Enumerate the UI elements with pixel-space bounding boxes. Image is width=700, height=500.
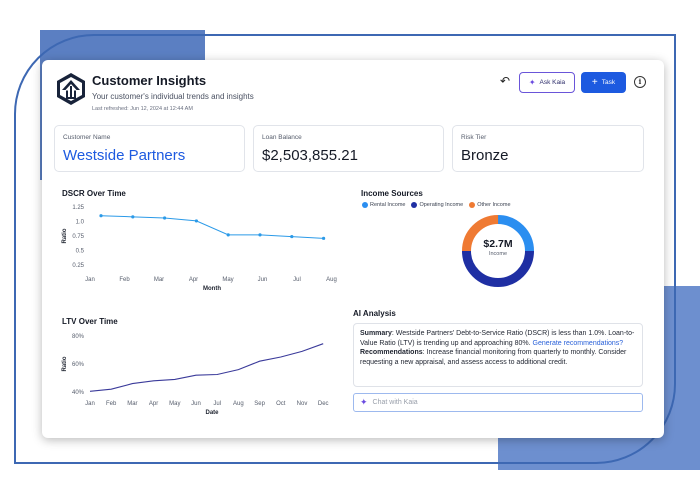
donut-center: $2.7M Income	[462, 238, 534, 257]
x-tick-label: Jun	[258, 277, 268, 283]
x-tick-label: Mar	[127, 401, 137, 407]
legend-item-operating: Operating Income	[411, 202, 463, 208]
recommendations-text: : Increase financial monitoring from qua…	[360, 349, 627, 366]
x-tick-label: Apr	[149, 401, 158, 407]
dscr-data-point	[99, 214, 103, 218]
customer-name-value[interactable]: Westside Partners	[63, 147, 186, 164]
dscr-data-point	[163, 216, 167, 220]
x-axis-label: Date	[205, 410, 219, 416]
income-total: $2.7M	[483, 238, 513, 250]
y-tick-label: 0.5	[76, 249, 85, 255]
x-tick-label: Aug	[233, 401, 244, 407]
y-tick-label: 60%	[72, 362, 85, 368]
legend-dot-operating	[411, 202, 418, 208]
x-tick-label: Sep	[254, 401, 265, 407]
x-tick-label: May	[169, 401, 180, 407]
y-tick-label: 1.25	[72, 205, 84, 211]
chat-placeholder: Chat with Kaia	[372, 399, 418, 406]
page-subtitle: Your customer's individual trends and in…	[92, 92, 254, 101]
customer-insights-card: Customer Insights Your customer's indivi…	[42, 60, 664, 438]
x-tick-label: Feb	[119, 277, 130, 283]
dscr-data-point	[131, 215, 135, 219]
task-label: Task	[601, 79, 616, 86]
risk-tier-card: Risk Tier Bronze	[452, 125, 644, 172]
x-tick-label: Jun	[191, 401, 201, 407]
y-tick-label: 1.0	[76, 220, 85, 226]
dscr-data-point	[322, 236, 326, 240]
dscr-series-line	[100, 215, 324, 239]
x-tick-label: Jan	[85, 277, 95, 283]
customer-name-label: Customer Name	[63, 134, 111, 141]
ltv-series-line	[89, 343, 324, 392]
plus-icon: +	[591, 76, 598, 88]
y-axis-label: Ratio	[62, 356, 68, 371]
x-axis-label: Month	[203, 286, 221, 292]
x-tick-label: Apr	[189, 277, 198, 283]
ai-analysis-box: Summary: Westside Partners' Debt-to-Serv…	[353, 323, 643, 387]
info-button[interactable]: i	[634, 76, 646, 88]
x-tick-label: Dec	[318, 401, 329, 407]
background-outline	[14, 34, 676, 464]
x-tick-label: Jul	[293, 277, 301, 283]
chat-with-kaia-input[interactable]: ✦ Chat with Kaia	[353, 393, 643, 412]
dscr-data-point	[290, 234, 294, 239]
legend-dot-rental	[362, 202, 368, 208]
recommendations-label: Recommendations	[360, 349, 423, 357]
summary-text: : Westside Partners' Debt-to-Service Rat…	[360, 330, 635, 347]
y-tick-label: 80%	[72, 334, 85, 340]
legend-item-other: Other Income	[469, 202, 511, 208]
y-tick-label: 0.25	[72, 263, 84, 269]
info-icon: i	[638, 77, 642, 86]
donut-slice-other-income	[462, 215, 534, 287]
customer-name-card: Customer Name Westside Partners	[54, 125, 245, 172]
sparkle-icon: ✦	[528, 78, 536, 87]
page-title: Customer Insights	[92, 73, 207, 88]
legend-label-rental: Rental Income	[370, 202, 406, 208]
loan-balance-value: $2,503,855.21	[262, 147, 358, 164]
x-tick-label: Oct	[276, 401, 286, 407]
loan-balance-card: Loan Balance $2,503,855.21	[253, 125, 444, 172]
last-refreshed-text: Last refreshed: Jun 12, 2024 at 12:44 AM	[92, 106, 193, 112]
app-logo-icon	[57, 73, 85, 105]
x-tick-label: Jan	[85, 401, 95, 407]
income-legend: Rental Income Operating Income Other Inc…	[362, 202, 511, 208]
dscr-data-point	[258, 233, 262, 237]
dscr-chart-title: DSCR Over Time	[62, 189, 126, 198]
x-tick-label: Mar	[154, 277, 164, 283]
y-axis-label: Ratio	[62, 228, 68, 243]
risk-tier-label: Risk Tier	[461, 134, 487, 141]
y-tick-label: 40%	[72, 390, 85, 396]
x-tick-label: Jul	[213, 401, 221, 407]
undo-button[interactable]: ↶	[497, 73, 513, 89]
income-sources-title: Income Sources	[361, 189, 423, 198]
generate-recommendations-link[interactable]: Generate recommendations?	[532, 339, 624, 347]
risk-tier-value: Bronze	[461, 147, 509, 164]
undo-icon: ↶	[499, 74, 511, 88]
income-donut-chart	[462, 215, 534, 287]
sparkle-icon: ✦	[360, 397, 368, 407]
legend-item-rental: Rental Income	[362, 202, 405, 208]
summary-label: Summary	[360, 330, 392, 337]
legend-label-operating: Operating Income	[419, 202, 464, 208]
x-tick-label: Aug	[326, 277, 337, 283]
x-tick-label: May	[222, 277, 233, 283]
dscr-line-chart: 1.25 1.0 0.75 0.5 0.25 Jan Feb Mar Apr May Jun Jul A…	[62, 205, 337, 292]
dscr-data-point	[226, 233, 230, 237]
legend-label-other: Other Income	[477, 202, 511, 208]
x-tick-label: Nov	[297, 401, 308, 407]
ask-kaia-label: Ask Kaia	[539, 79, 566, 86]
ltv-chart-title: LTV Over Time	[62, 317, 118, 326]
ai-analysis-title: AI Analysis	[353, 309, 396, 318]
income-total-label: Income	[488, 251, 508, 257]
x-tick-label: Feb	[106, 401, 117, 407]
ltv-line-chart: 80% 60% 40%Jan Feb Mar Apr May Jun Jul Aug Sep Oct N…	[62, 334, 329, 416]
legend-dot-other	[469, 202, 476, 208]
add-task-button[interactable]: + Task	[581, 72, 626, 93]
ask-kaia-button[interactable]: ✦ Ask Kaia	[519, 72, 575, 93]
dscr-data-point	[194, 219, 198, 223]
loan-balance-label: Loan Balance	[262, 134, 302, 141]
y-tick-label: 0.75	[72, 234, 84, 240]
